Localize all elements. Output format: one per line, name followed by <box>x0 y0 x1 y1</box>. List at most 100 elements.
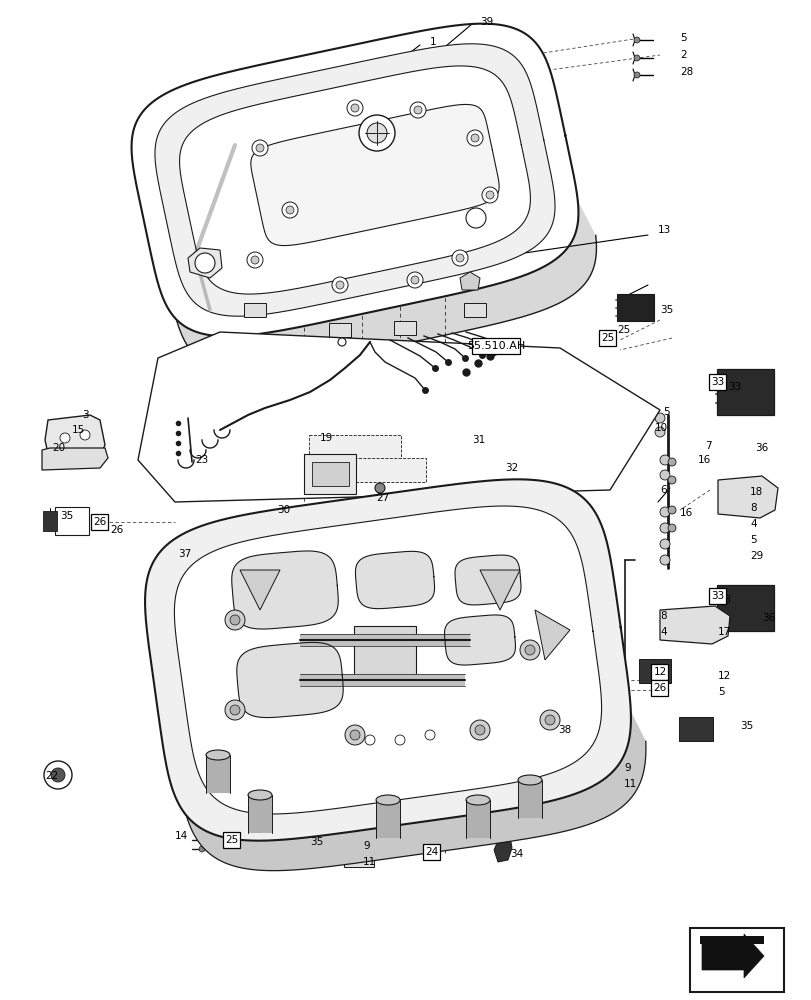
Polygon shape <box>479 570 519 610</box>
Polygon shape <box>145 479 630 841</box>
Circle shape <box>667 524 676 532</box>
Text: 3: 3 <box>82 410 88 420</box>
FancyBboxPatch shape <box>471 338 520 354</box>
Circle shape <box>474 725 484 735</box>
Polygon shape <box>702 934 763 978</box>
Circle shape <box>452 250 467 266</box>
Text: 38: 38 <box>557 725 571 735</box>
FancyBboxPatch shape <box>423 844 440 860</box>
Text: 33: 33 <box>710 377 723 387</box>
Polygon shape <box>138 332 659 502</box>
FancyBboxPatch shape <box>650 664 667 680</box>
Circle shape <box>410 102 426 118</box>
Circle shape <box>350 730 359 740</box>
Text: 39: 39 <box>479 17 492 27</box>
Text: 25: 25 <box>616 325 629 335</box>
Circle shape <box>199 837 204 843</box>
Circle shape <box>486 191 493 199</box>
FancyBboxPatch shape <box>311 462 349 486</box>
Text: 11: 11 <box>623 779 637 789</box>
Text: 1: 1 <box>430 37 436 47</box>
Circle shape <box>365 735 375 745</box>
Polygon shape <box>717 476 777 518</box>
FancyBboxPatch shape <box>689 928 783 992</box>
FancyBboxPatch shape <box>716 585 773 631</box>
Circle shape <box>195 253 215 273</box>
Text: 19: 19 <box>320 433 333 443</box>
Text: 5: 5 <box>749 535 756 545</box>
Circle shape <box>367 123 387 143</box>
Circle shape <box>544 715 554 725</box>
Circle shape <box>525 645 534 655</box>
Polygon shape <box>699 936 763 944</box>
Text: 31: 31 <box>471 435 485 445</box>
FancyBboxPatch shape <box>616 294 653 321</box>
Circle shape <box>285 206 294 214</box>
Polygon shape <box>659 606 729 644</box>
Circle shape <box>199 846 204 852</box>
Ellipse shape <box>206 750 230 760</box>
FancyBboxPatch shape <box>92 514 109 530</box>
Text: 25: 25 <box>225 835 238 845</box>
Text: 26: 26 <box>653 683 666 693</box>
Circle shape <box>337 338 345 346</box>
Circle shape <box>332 277 348 293</box>
Text: 26: 26 <box>109 525 123 535</box>
Text: 9: 9 <box>363 841 369 851</box>
FancyBboxPatch shape <box>223 832 240 848</box>
Text: 17: 17 <box>717 627 731 637</box>
Text: 32: 32 <box>504 463 517 473</box>
Circle shape <box>659 539 669 549</box>
Text: 26: 26 <box>93 517 106 527</box>
Circle shape <box>659 507 669 517</box>
Circle shape <box>470 134 478 142</box>
Circle shape <box>292 826 303 838</box>
Text: 24: 24 <box>425 847 438 857</box>
Text: 33: 33 <box>727 382 740 392</box>
Polygon shape <box>45 415 105 462</box>
Polygon shape <box>355 551 434 609</box>
Circle shape <box>406 272 423 288</box>
Polygon shape <box>174 506 601 814</box>
Text: 18: 18 <box>749 487 762 497</box>
Circle shape <box>230 615 240 625</box>
Circle shape <box>466 208 486 228</box>
Polygon shape <box>158 711 646 871</box>
Polygon shape <box>237 642 343 718</box>
Circle shape <box>654 427 664 437</box>
Polygon shape <box>231 551 338 629</box>
Text: 30: 30 <box>277 505 290 515</box>
Circle shape <box>199 828 204 834</box>
Text: 4: 4 <box>659 627 666 637</box>
FancyBboxPatch shape <box>309 435 401 465</box>
Circle shape <box>633 37 639 43</box>
Text: 16: 16 <box>697 455 710 465</box>
Text: 10: 10 <box>654 423 667 433</box>
Text: 11: 11 <box>363 857 375 867</box>
Circle shape <box>336 281 344 289</box>
Text: 5: 5 <box>663 407 669 417</box>
Circle shape <box>667 476 676 484</box>
Polygon shape <box>42 448 108 470</box>
Polygon shape <box>444 615 515 665</box>
Circle shape <box>410 276 418 284</box>
Text: 20: 20 <box>52 443 65 453</box>
Ellipse shape <box>517 775 541 785</box>
FancyBboxPatch shape <box>463 303 486 317</box>
Circle shape <box>281 202 298 218</box>
FancyBboxPatch shape <box>247 821 286 847</box>
Polygon shape <box>299 634 470 646</box>
Polygon shape <box>247 795 272 833</box>
FancyBboxPatch shape <box>709 588 726 604</box>
Circle shape <box>414 106 422 114</box>
Text: 5: 5 <box>679 33 686 43</box>
FancyBboxPatch shape <box>344 849 374 867</box>
Text: 12: 12 <box>653 667 666 677</box>
FancyBboxPatch shape <box>716 369 773 415</box>
Circle shape <box>230 705 240 715</box>
Polygon shape <box>155 44 555 316</box>
Polygon shape <box>299 674 465 686</box>
FancyBboxPatch shape <box>393 321 415 335</box>
FancyBboxPatch shape <box>599 330 616 346</box>
Circle shape <box>659 455 669 465</box>
